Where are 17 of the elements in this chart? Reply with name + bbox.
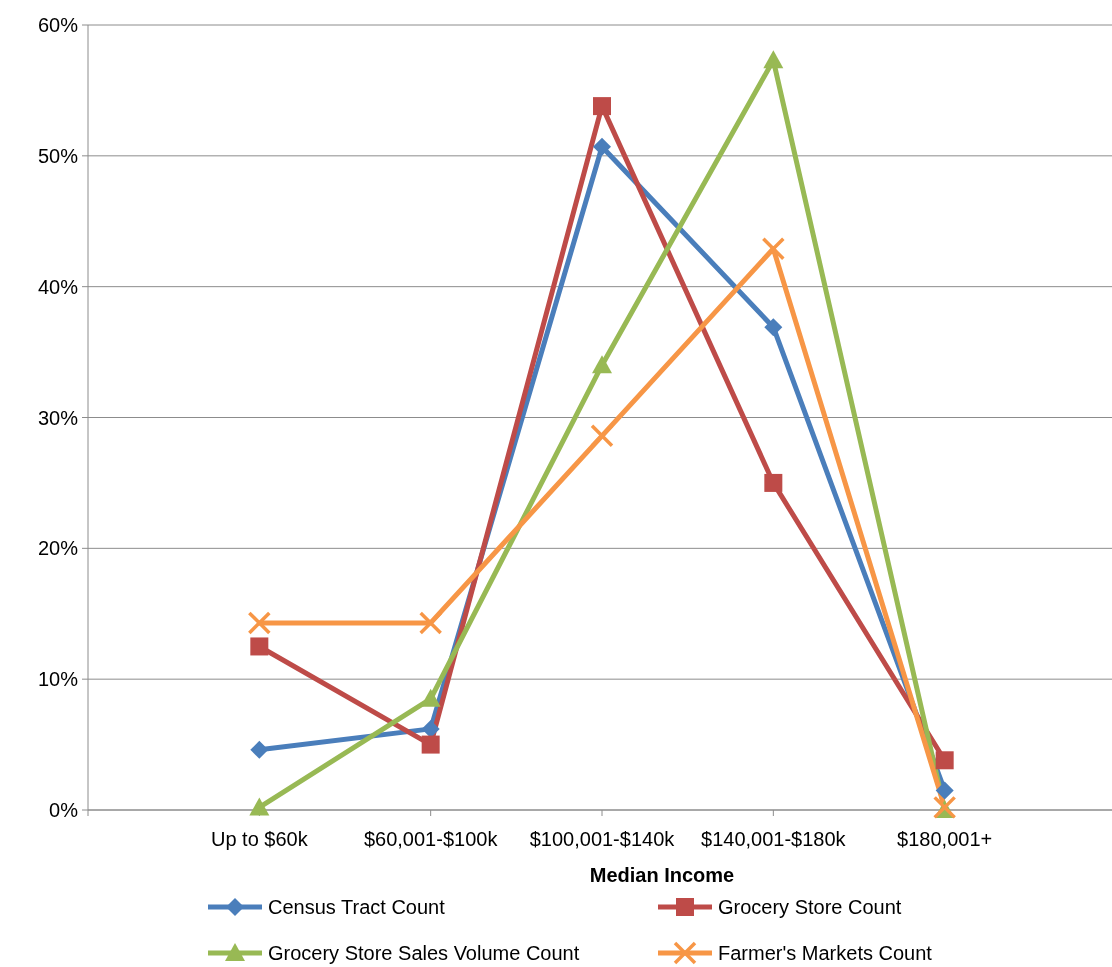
legend-label: Census Tract Count: [268, 896, 446, 918]
x-tick-label: $100,001-$140k: [529, 828, 676, 850]
y-tick-label: 30%: [37, 406, 79, 429]
y-tick-label: 10%: [37, 668, 79, 691]
x-axis-title: Median Income: [589, 864, 735, 886]
x-tick-label: $60,001-$100k: [363, 828, 499, 850]
x-tick-label: $180,001+: [897, 828, 993, 850]
y-tick-label: 50%: [37, 144, 79, 167]
x-tick-label: Up to $60k: [210, 828, 309, 850]
legend-label: Farmer's Markets Count: [718, 942, 933, 964]
y-tick-label: 20%: [37, 537, 79, 560]
legend-label: Grocery Store Sales Volume Count: [268, 942, 580, 964]
y-tick-label: 40%: [37, 275, 79, 298]
y-tick-label: 60%: [37, 14, 79, 36]
legend-label: Grocery Store Count: [718, 896, 902, 918]
y-tick-label: 0%: [49, 799, 79, 821]
x-tick-label: $140,001-$180k: [701, 828, 847, 850]
